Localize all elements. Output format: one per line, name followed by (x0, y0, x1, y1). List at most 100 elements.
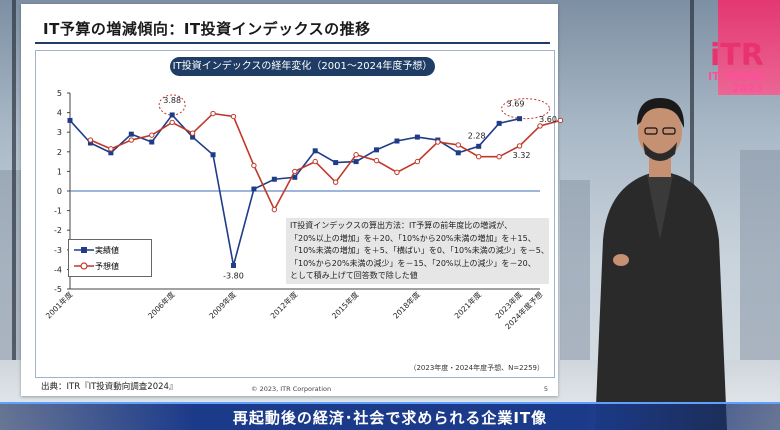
forecast-data-point (516, 143, 523, 149)
actual-data-point (230, 262, 236, 268)
copyright-text: © 2023, ITR Corporation (251, 385, 332, 393)
y-tick-label: -2 (54, 226, 62, 235)
forecast-data-point (394, 169, 400, 176)
legend-label-actual: 実績値 (95, 245, 119, 255)
y-tick-label: -5 (54, 285, 62, 294)
bottom-banner: 再起動後の経済･社会で求められる企業IT像 (0, 402, 780, 430)
y-tick-label: -3 (54, 246, 62, 255)
actual-data-point (394, 138, 400, 144)
y-tick-label: -4 (54, 265, 62, 274)
data-label: 3.69 (507, 100, 525, 109)
data-label: 2.28 (468, 131, 486, 140)
x-tick-label: 2015年度 (329, 289, 361, 321)
forecast-data-point (353, 152, 359, 158)
forecast-data-point (557, 117, 564, 124)
forecast-data-point (475, 154, 482, 160)
presenter-figure (595, 98, 727, 430)
highlight-circle (158, 94, 186, 116)
legend-marker-actual (74, 247, 94, 253)
actual-data-point (374, 147, 380, 153)
source-citation: 出典：ITR『IT投資動向調査2024』 (41, 382, 178, 392)
banner-text: 再起動後の経済･社会で求められる企業IT像 (232, 409, 548, 427)
x-tick-label: 2009年度 (207, 289, 239, 321)
it-trend-label: IT TREND (708, 70, 766, 83)
forecast-series-line (90, 112, 561, 212)
forecast-data-point (496, 154, 502, 160)
y-tick-label: 4 (57, 109, 62, 118)
forecast-data-point (169, 119, 175, 126)
forecast-data-point (108, 146, 114, 152)
logo-backdrop (718, 0, 780, 95)
forecast-data-point (128, 137, 135, 143)
y-tick-label: -1 (54, 207, 62, 216)
sample-footnote: （2023年度・2024年度予想、N=2259） (409, 364, 544, 372)
forecast-data-point (435, 139, 441, 145)
actual-data-point (455, 150, 461, 156)
legend-marker-forecast (74, 262, 94, 270)
actual-data-point (128, 131, 134, 137)
actual-data-point (87, 140, 93, 146)
forecast-data-point (87, 137, 94, 143)
chart-panel: IT投資インデックスの経年変化（2001～2024年度予想） -5 -4 -3 -2 -… (35, 50, 564, 378)
actual-data-point (333, 160, 339, 166)
presentation-slide: IT予算の増減傾向：IT投資インデックスの推移 IT投資インデックスの経年変化（… (21, 4, 564, 396)
slide-title: IT予算の増減傾向：IT投資インデックスの推移 (43, 20, 371, 38)
legend-item-forecast: 予想値 (73, 260, 119, 272)
actual-data-point (251, 186, 257, 192)
y-tick-label: 0 (57, 187, 62, 196)
actual-data-point (149, 139, 155, 145)
note-line: IT投資インデックスの算出方法：IT予算の前年度比の増減が、 (290, 221, 513, 230)
x-tick-label: 2021年度 (452, 289, 484, 321)
forecast-data-point (373, 157, 380, 164)
actual-data-point (476, 143, 482, 149)
note-line: 「20%以上の増加」を＋20、「10%から20%未満の増加」を＋15、 (290, 233, 536, 243)
actual-data-point (271, 176, 277, 182)
actual-data-point (496, 120, 502, 126)
x-tick-label: 2006年度 (145, 289, 177, 321)
y-tick-label: 1 (57, 167, 62, 176)
data-label: 3.32 (513, 151, 531, 160)
title-underline (35, 42, 550, 44)
actual-data-point (312, 148, 318, 154)
note-line: 「10%から20%未満の減少」を－15、「20%以上の減少」を－20、 (290, 258, 536, 268)
actual-data-point (67, 117, 73, 123)
y-tick-label: 3 (57, 128, 62, 137)
forecast-data-point (149, 132, 155, 138)
x-tick-label: 2012年度 (268, 289, 300, 321)
it-trend-year: 2023 (732, 82, 763, 95)
forecast-data-point (332, 179, 339, 185)
actual-data-point (517, 116, 523, 122)
legend-label-forecast: 予想値 (95, 261, 119, 271)
forecast-data-point (230, 113, 237, 120)
legend-item-actual: 実績値 (73, 244, 119, 256)
y-tick-label: 5 (57, 89, 62, 98)
data-label: 3.88 (163, 96, 181, 105)
actual-data-point (210, 152, 216, 158)
itr-logo: iTR (710, 38, 764, 73)
actual-data-point (108, 150, 114, 156)
forecast-data-point (271, 206, 278, 213)
forecast-data-point (292, 168, 298, 175)
actual-data-point (169, 112, 175, 118)
forecast-data-point (455, 142, 461, 148)
y-tick-label: 2 (57, 148, 62, 157)
forecast-data-point (189, 130, 196, 136)
data-label: 3.60 (539, 115, 557, 124)
page-number: 5 (543, 385, 548, 393)
calculation-note: IT投資インデックスの算出方法：IT予算の前年度比の増減が、 「20%以上の増加… (286, 218, 549, 284)
actual-data-point (292, 174, 298, 180)
forecast-data-point (210, 110, 216, 117)
x-tick-label: 2018年度 (391, 289, 423, 321)
forecast-data-point (251, 162, 257, 169)
forecast-data-point (414, 158, 421, 165)
chart-subtitle: IT投資インデックスの経年変化（2001～2024年度予想） (170, 57, 435, 76)
note-line: として積み上げて回答数で除した値 (290, 271, 418, 281)
highlight-circle (501, 98, 551, 120)
note-line: 「10%未満の増加」を＋5、「横ばい」を0、「10%未満の減少」を－5、 (290, 246, 549, 256)
actual-data-point (353, 159, 359, 165)
forecast-data-point (312, 158, 318, 165)
forecast-data-point (537, 123, 543, 129)
chart-legend: 実績値 予想値 (68, 239, 152, 277)
actual-data-point (414, 134, 420, 140)
